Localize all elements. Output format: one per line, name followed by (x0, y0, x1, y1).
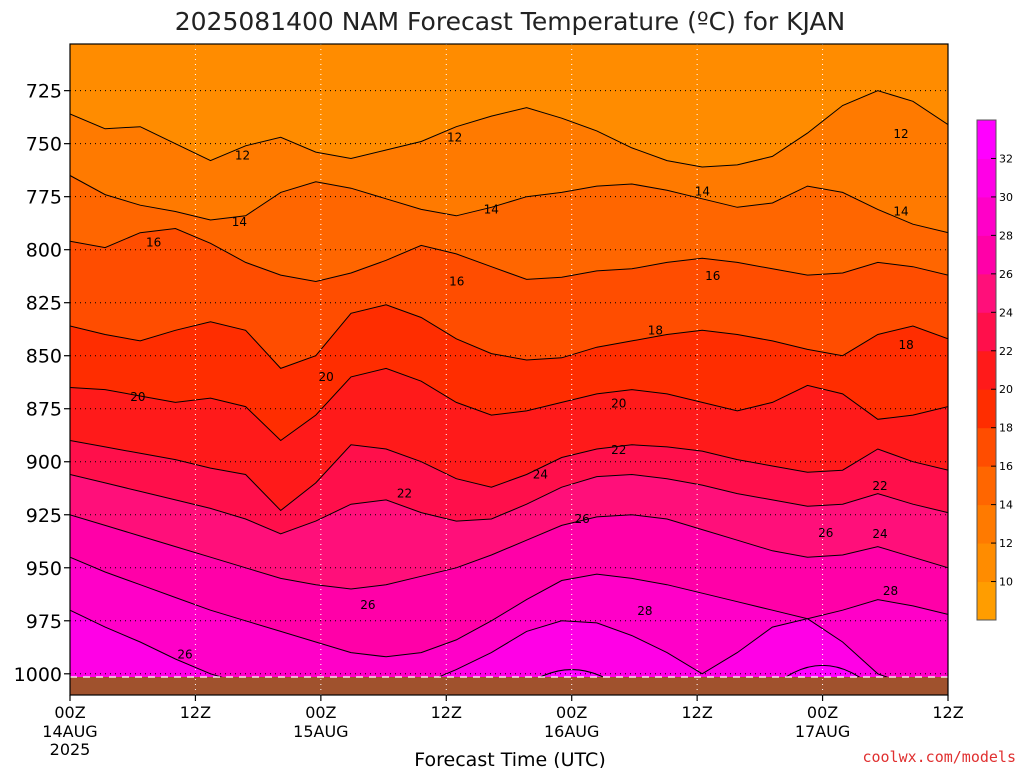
colorbar-label: 28 (999, 229, 1013, 242)
isotherm-22 (70, 440, 948, 512)
y-tick-label: 725 (26, 81, 62, 103)
colorbar: 10 12 14 16 18 20 22 24 26 28 30 32 (976, 119, 1013, 621)
colorbar-label: 12 (999, 537, 1013, 550)
isotherm-28 (70, 556, 948, 658)
isotherm-label: 18 (899, 338, 914, 352)
isotherm-label: 28 (883, 584, 898, 598)
isotherm-label: 18 (648, 323, 663, 337)
isotherm-label: 14 (695, 184, 710, 198)
isotherm-label: 14 (893, 205, 908, 219)
x-tick-label: 00Z (305, 703, 336, 722)
colorbar-band (977, 504, 996, 544)
colorbar-label: 26 (999, 268, 1013, 281)
colorbar-band (977, 312, 996, 352)
y-tick-label: 900 (26, 452, 62, 474)
y-tick-label: 925 (26, 505, 62, 527)
y-tick-label: 1000 (14, 664, 62, 686)
x-tick-date: 14AUG (42, 722, 97, 741)
isotherm-label: 26 (818, 526, 833, 540)
colorbar-band (977, 120, 996, 159)
isotherm-18 (70, 304, 948, 369)
isotherm-label: 14 (232, 215, 247, 229)
colorbar-band (977, 466, 996, 506)
isotherm-label: 20 (318, 370, 333, 384)
band-30 (70, 610, 948, 695)
isotherm-label: 22 (611, 443, 626, 457)
isotherm-14 (70, 175, 948, 234)
colorbar-band (977, 389, 996, 429)
y-tick-label: 775 (26, 187, 62, 209)
colorbar-band (977, 273, 996, 313)
isotherm-26 (70, 514, 948, 590)
isotherm-label: 16 (705, 269, 720, 283)
y-tick-label: 875 (26, 399, 62, 421)
y-tick-label: 800 (26, 240, 62, 262)
isotherm-16 (70, 227, 948, 283)
colorbar-label: 10 (999, 576, 1013, 589)
isotherm-label: 26 (360, 598, 375, 612)
x-tick-date: 17AUG (795, 722, 850, 741)
isotherm-label: 22 (397, 487, 412, 501)
colorbar-frame (976, 119, 997, 621)
colorbar-band (977, 427, 996, 467)
x-tick-label: 12Z (681, 703, 712, 722)
colorbar-label: 32 (999, 152, 1013, 165)
colorbar-band (977, 543, 996, 583)
isotherm-label: 20 (611, 396, 626, 410)
isotherm-label: 26 (177, 648, 192, 662)
x-tick-label: 00Z (807, 703, 838, 722)
x-axis-label: Forecast Time (UTC) (414, 749, 605, 768)
isotherm-30 (70, 609, 948, 692)
colorbar-label: 18 (999, 422, 1013, 435)
colorbar-band (977, 581, 996, 621)
ground (70, 677, 948, 695)
isotherm-label: 16 (146, 235, 161, 249)
colorbar-band (977, 158, 996, 198)
x-tick-label: 12Z (180, 703, 211, 722)
isotherm-20 (70, 367, 948, 442)
y-tick-label: 850 (26, 346, 62, 368)
axes: 725 750 775 800 825 850 875 900 925 950 975 1000 00Z… (14, 43, 964, 759)
colorbar-label: 20 (999, 383, 1013, 396)
isotherm-label: 20 (130, 390, 145, 404)
isotherm-label: 16 (449, 274, 464, 288)
isotherm-label: 22 (872, 479, 887, 493)
plot-area: 12 12 12 14 14 14 14 16 16 16 18 18 20 20 20 22 22 22 24 24… (70, 44, 948, 695)
isotherm-24 (70, 473, 948, 535)
x-tick-label: 12Z (932, 703, 963, 722)
isotherm-label: 12 (447, 130, 462, 144)
isotherm-label: 12 (235, 148, 250, 162)
isotherm-label: 26 (575, 512, 590, 526)
x-tick-year: 2025 (50, 740, 91, 759)
colorbar-band (977, 196, 996, 236)
x-tick-date: 16AUG (544, 722, 599, 741)
x-tick-label: 00Z (556, 703, 587, 722)
colorbar-label: 22 (999, 345, 1013, 358)
colorbar-label: 24 (999, 306, 1013, 319)
colorbar-label: 16 (999, 460, 1013, 473)
y-tick-label: 975 (26, 611, 62, 633)
colorbar-band (977, 350, 996, 390)
y-tick-label: 825 (26, 293, 62, 315)
x-tick-date: 15AUG (293, 722, 348, 741)
chart-title: 2025081400 NAM Forecast Temperature (ºC)… (175, 7, 846, 36)
isotherm-label: 24 (533, 467, 548, 481)
colorbar-band (977, 235, 996, 275)
y-tick-label: 950 (26, 558, 62, 580)
isotherm-label: 12 (893, 127, 908, 141)
x-tick-label: 00Z (54, 703, 85, 722)
plot-frame (69, 43, 949, 696)
isotherm-label: 24 (872, 527, 887, 541)
isotherm-12 (70, 90, 948, 168)
y-tick-label: 750 (26, 134, 62, 156)
credit-label: coolwx.com/models (862, 748, 1016, 766)
isotherm-label: 14 (484, 202, 499, 216)
colorbar-label: 30 (999, 191, 1013, 204)
colorbar-label: 14 (999, 499, 1013, 512)
isotherm-label: 28 (637, 604, 652, 618)
x-tick-label: 12Z (431, 703, 462, 722)
